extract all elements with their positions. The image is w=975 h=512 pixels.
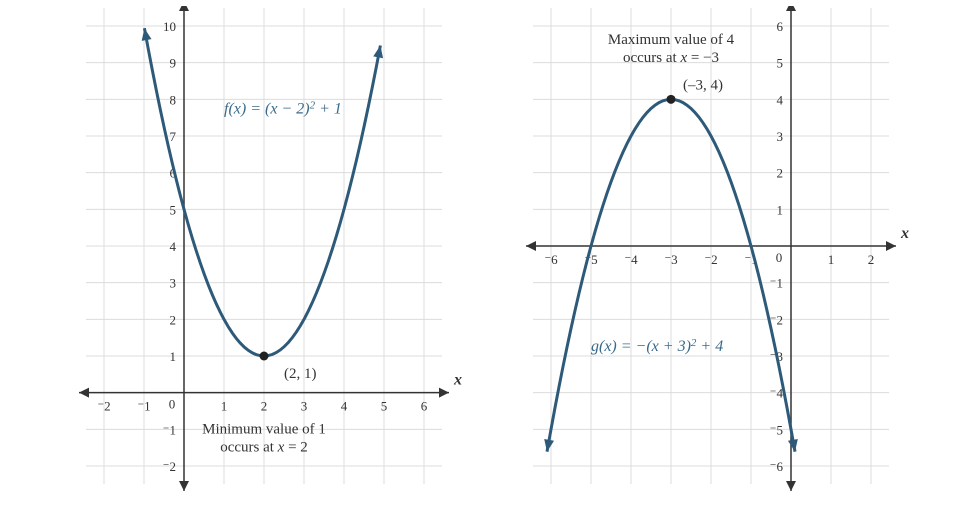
left-plot-svg: ⁻2⁻10123456⁻2⁻112345678910x(2, 1)f(x) = … [24,6,464,506]
equation-label: f(x) = (x − 2)2 + 1 [224,99,342,117]
svg-text:4: 4 [777,92,784,107]
svg-text:6: 6 [777,19,784,34]
svg-text:⁻1: ⁻1 [162,422,175,437]
svg-text:⁻1: ⁻1 [137,399,150,414]
svg-text:9: 9 [169,56,176,71]
svg-text:5: 5 [381,399,388,414]
svg-text:1: 1 [777,202,784,217]
svg-text:3: 3 [301,399,308,414]
svg-text:7: 7 [169,129,176,144]
svg-text:5: 5 [777,56,784,71]
svg-text:6: 6 [421,399,428,414]
vertex-label: (2, 1) [284,366,317,382]
svg-text:⁻2: ⁻2 [162,459,175,474]
svg-text:⁻1: ⁻1 [770,276,783,291]
vertex-point [259,352,268,361]
svg-text:⁻4: ⁻4 [770,386,784,401]
svg-text:4: 4 [341,399,348,414]
svg-text:2: 2 [169,312,176,327]
svg-text:2: 2 [261,399,268,414]
svg-text:1: 1 [169,349,176,364]
svg-text:1: 1 [828,252,835,267]
svg-text:5: 5 [169,202,176,217]
svg-text:2: 2 [777,166,784,181]
right-plot-svg: ⁻6⁻5⁻4⁻3⁻2⁻1012⁻6⁻5⁻4⁻3⁻2⁻1123456x(–3, 4… [511,6,951,506]
svg-text:8: 8 [169,92,176,107]
caption-line1: Minimum value of 1 [202,421,326,437]
svg-text:⁻6: ⁻6 [545,252,559,267]
svg-text:10: 10 [163,19,176,34]
svg-text:⁻6: ⁻6 [770,459,784,474]
vertex-label: (–3, 4) [683,77,723,93]
right-chart: ⁻6⁻5⁻4⁻3⁻2⁻1012⁻6⁻5⁻4⁻3⁻2⁻1123456x(–3, 4… [511,6,951,506]
x-axis-label: x [453,372,462,389]
svg-text:0: 0 [776,250,783,265]
svg-text:3: 3 [169,276,176,291]
svg-text:3: 3 [777,129,784,144]
svg-text:⁻2: ⁻2 [705,252,718,267]
svg-text:4: 4 [169,239,176,254]
parabola-curve [144,28,380,356]
equation-label: g(x) = −(x + 3)2 + 4 [591,337,723,355]
svg-text:⁻2: ⁻2 [97,399,110,414]
svg-text:⁻3: ⁻3 [665,252,678,267]
svg-text:1: 1 [221,399,228,414]
caption-line2: occurs at x = −3 [623,50,719,66]
svg-text:⁻4: ⁻4 [625,252,639,267]
caption-line2: occurs at x = 2 [220,439,308,455]
caption-line1: Maximum value of 4 [608,32,735,48]
svg-text:0: 0 [169,397,176,412]
svg-text:⁻5: ⁻5 [770,422,783,437]
svg-text:2: 2 [868,252,875,267]
vertex-point [667,95,676,104]
left-chart: ⁻2⁻10123456⁻2⁻112345678910x(2, 1)f(x) = … [24,6,464,506]
x-axis-label: x [900,225,909,242]
